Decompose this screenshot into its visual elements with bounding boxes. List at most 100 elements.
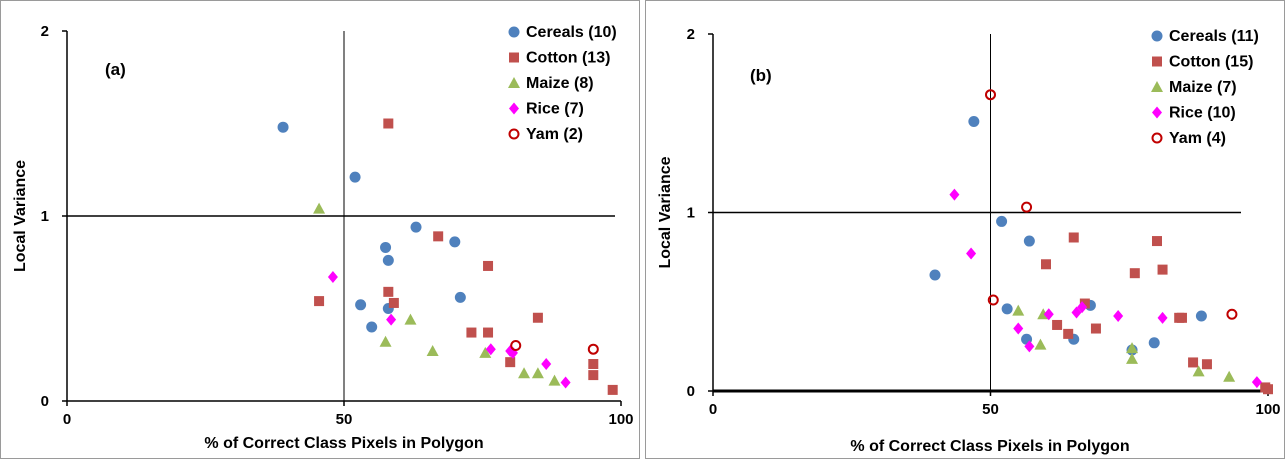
data-point: [1079, 298, 1090, 309]
data-point: [510, 340, 522, 351]
data-point: [949, 188, 960, 201]
y-tick-label: 0: [687, 383, 695, 400]
data-point: [996, 215, 1008, 227]
data-point: [1071, 306, 1082, 319]
data-point: [277, 121, 289, 133]
data-point: [380, 241, 392, 253]
data-point: [382, 254, 394, 266]
data-point: [1063, 328, 1074, 339]
data-point: [466, 327, 477, 338]
x-tick-label: 50: [336, 411, 353, 428]
data-point: [1129, 268, 1140, 279]
series-group: [949, 188, 1262, 389]
data-point: [1024, 340, 1035, 353]
legend-label: Cereals (10): [526, 24, 617, 41]
data-point: [1176, 312, 1187, 323]
legend-marker: [508, 128, 520, 140]
series-group: [510, 340, 599, 355]
data-point: [485, 343, 496, 356]
data-point: [1041, 259, 1051, 270]
data-point: [454, 291, 466, 303]
y-tick-label: 0: [41, 393, 49, 410]
legend-label: Maize (8): [526, 75, 594, 92]
legend-label: Cotton (15): [1169, 54, 1253, 71]
data-point: [388, 297, 399, 308]
data-point: [1034, 338, 1047, 350]
data-point: [1090, 323, 1101, 334]
data-point: [560, 376, 571, 389]
legend-label: Cotton (13): [526, 50, 610, 67]
data-point: [1223, 370, 1236, 382]
legend-marker: [1151, 132, 1163, 144]
data-point: [505, 357, 516, 368]
data-point: [483, 260, 494, 271]
legend-label: Cereals (11): [1169, 28, 1259, 45]
data-point: [531, 367, 544, 379]
data-point: [479, 346, 492, 358]
legend: Cereals (10) Cotton (13) Maize (8) Rice (7)…: [508, 24, 617, 143]
data-point: [314, 296, 325, 307]
data-point: [1021, 201, 1033, 213]
data-point: [449, 236, 461, 248]
series-group: [985, 89, 1238, 320]
x-tick-label: 100: [608, 411, 633, 428]
y-tick-label: 2: [687, 26, 695, 43]
x-tick-label: 0: [709, 401, 717, 418]
legend-marker: [1152, 56, 1162, 67]
x-tick-label: 100: [1255, 401, 1280, 418]
data-point: [1113, 310, 1124, 323]
legend-marker: [508, 77, 520, 88]
data-point: [1148, 337, 1160, 349]
data-point: [966, 247, 977, 260]
data-point: [588, 370, 599, 381]
data-point: [607, 384, 618, 395]
data-point: [541, 358, 552, 370]
series-group: [314, 118, 618, 395]
data-point: [1251, 376, 1262, 389]
data-point: [985, 89, 996, 101]
data-point: [987, 294, 999, 306]
data-point: [518, 367, 531, 379]
series-group: [1012, 304, 1236, 382]
legend-label: Rice (7): [526, 101, 584, 118]
legend-label: Rice (10): [1169, 105, 1236, 122]
data-point: [1023, 235, 1035, 247]
data-point: [1012, 304, 1025, 316]
legend-marker: [509, 52, 519, 63]
data-point: [379, 335, 392, 347]
data-point: [1192, 365, 1205, 377]
legend-marker: [508, 26, 520, 38]
y-axis-title: Local Variance: [657, 156, 674, 268]
data-point: [383, 286, 394, 297]
legend-marker: [1152, 106, 1162, 119]
data-point: [929, 269, 941, 281]
data-point: [548, 374, 561, 386]
data-point: [1126, 342, 1139, 354]
legend-marker: [1151, 30, 1163, 42]
y-tick-label: 1: [687, 205, 695, 222]
data-point: [1013, 322, 1024, 335]
data-point: [386, 313, 397, 326]
scatter-chart-a: 0 50 100 0 1 2 (a) % of Correct Class Pixels in…: [12, 23, 634, 452]
data-point: [968, 115, 980, 127]
data-point: [1052, 319, 1063, 330]
data-point: [1077, 301, 1088, 314]
data-point: [1226, 308, 1238, 320]
data-point: [1188, 357, 1199, 368]
scatter-chart-b: 0 50 100 0 1 2 (b) % of Correct Class Pixels in…: [657, 26, 1281, 455]
data-point: [1043, 308, 1054, 321]
data-point: [1195, 310, 1207, 322]
data-point: [532, 312, 543, 323]
data-point: [1152, 236, 1162, 247]
series-group: [1041, 232, 1273, 395]
data-point: [313, 202, 326, 214]
series-group: [327, 271, 571, 389]
data-point: [404, 313, 417, 325]
chart-panel-b: 0 50 100 0 1 2 (b) % of Correct Class Pixels in…: [645, 0, 1285, 459]
series-group: [313, 202, 561, 386]
data-point: [588, 359, 599, 369]
data-point: [1263, 384, 1273, 395]
data-point: [1001, 303, 1013, 315]
chart-panel-a: 0 50 100 0 1 2 (a) % of Correct Class Pixels in…: [0, 0, 640, 459]
data-point: [433, 231, 444, 242]
